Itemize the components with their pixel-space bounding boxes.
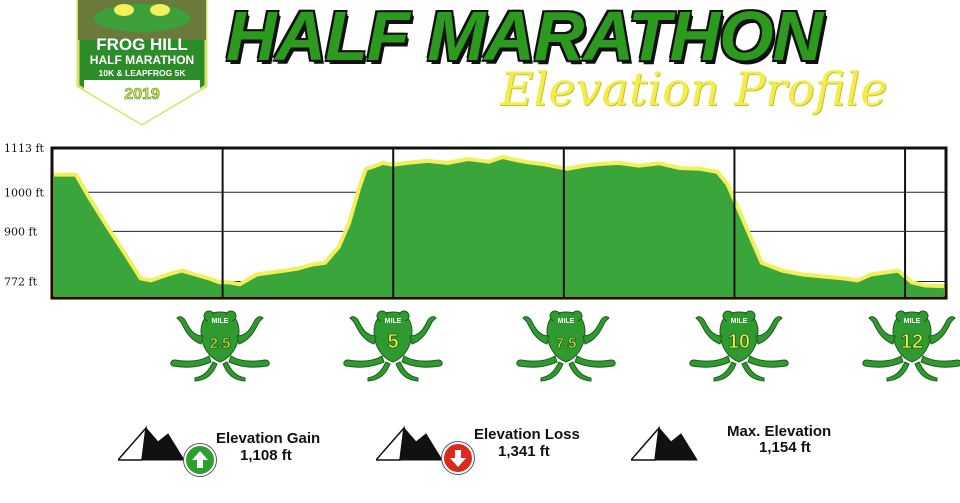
stat-elevation-gain: Elevation Gain 1,108 ft xyxy=(118,420,378,480)
up-arrow-icon xyxy=(184,444,216,476)
elevation-area xyxy=(50,155,948,300)
mile-marker: MILE 10 xyxy=(684,306,794,382)
stat-label: Max. Elevation xyxy=(727,423,832,440)
stat-value: 1,154 ft xyxy=(759,439,811,456)
mountain-icon xyxy=(118,425,185,461)
mile-marker-prefix: MILE xyxy=(558,318,575,325)
y-tick-label: 1113 ft xyxy=(4,142,45,155)
stat-value: 1,341 ft xyxy=(498,443,550,460)
mile-marker: MILE 2.5 xyxy=(165,306,275,382)
mountain-icon xyxy=(631,425,698,461)
mile-marker: MILE 5 xyxy=(338,306,448,382)
mile-marker-number: 7.5 xyxy=(556,335,577,352)
mile-marker: MILE 7.5 xyxy=(511,306,621,382)
logo-badge-icon: FROG HILL HALF MARATHON 10K & LEAPFROG 5… xyxy=(76,0,208,126)
frog-icon: MILE 2.5 xyxy=(170,310,270,382)
stat-elevation-loss: Elevation Loss 1,341 ft xyxy=(376,420,636,480)
frog-icon: MILE 12 xyxy=(862,310,960,382)
y-tick-label: 772 ft xyxy=(4,276,38,289)
y-tick-label: 900 ft xyxy=(4,225,38,238)
logo-line2: HALF MARATHON xyxy=(90,53,194,67)
mile-marker-number: 5 xyxy=(387,331,398,353)
mile-marker-prefix: MILE xyxy=(904,318,921,325)
mile-marker: MILE 12 xyxy=(857,306,960,382)
mile-marker-number: 12 xyxy=(901,331,923,353)
down-arrow-icon xyxy=(442,442,474,474)
frog-icon: MILE 5 xyxy=(343,310,443,382)
stat-value: 1,108 ft xyxy=(240,447,292,464)
logo-line3: 10K & LEAPFROG 5K xyxy=(99,68,187,78)
frog-icon: MILE 10 xyxy=(689,310,789,382)
race-logo: FROG HILL HALF MARATHON 10K & LEAPFROG 5… xyxy=(74,0,210,126)
mile-marker-prefix: MILE xyxy=(731,318,748,325)
page-subtitle: Elevation Profile xyxy=(500,62,888,116)
y-tick-label: 1000 ft xyxy=(4,186,45,199)
mile-marker-number: 10 xyxy=(728,331,750,353)
mile-marker-number: 2.5 xyxy=(210,335,231,352)
stat-max-elevation: Max. Elevation 1,154 ft xyxy=(631,420,891,480)
logo-year: 2019 xyxy=(124,86,160,103)
elevation-chart: 1113 ft 1000 ft 900 ft 772 ft xyxy=(0,140,960,315)
mile-marker-prefix: MILE xyxy=(212,318,229,325)
elevation-chart-svg: 1113 ft 1000 ft 900 ft 772 ft xyxy=(4,142,948,300)
stat-label: Elevation Loss xyxy=(474,426,580,443)
page-title: HALF MARATHON xyxy=(226,0,823,75)
frog-icon: MILE 7.5 xyxy=(516,310,616,382)
chart-frame xyxy=(50,146,948,300)
mountain-icon xyxy=(376,425,443,461)
stat-label: Elevation Gain xyxy=(216,430,321,447)
mile-marker-prefix: MILE xyxy=(385,318,402,325)
logo-line1: FROG HILL xyxy=(96,35,188,54)
